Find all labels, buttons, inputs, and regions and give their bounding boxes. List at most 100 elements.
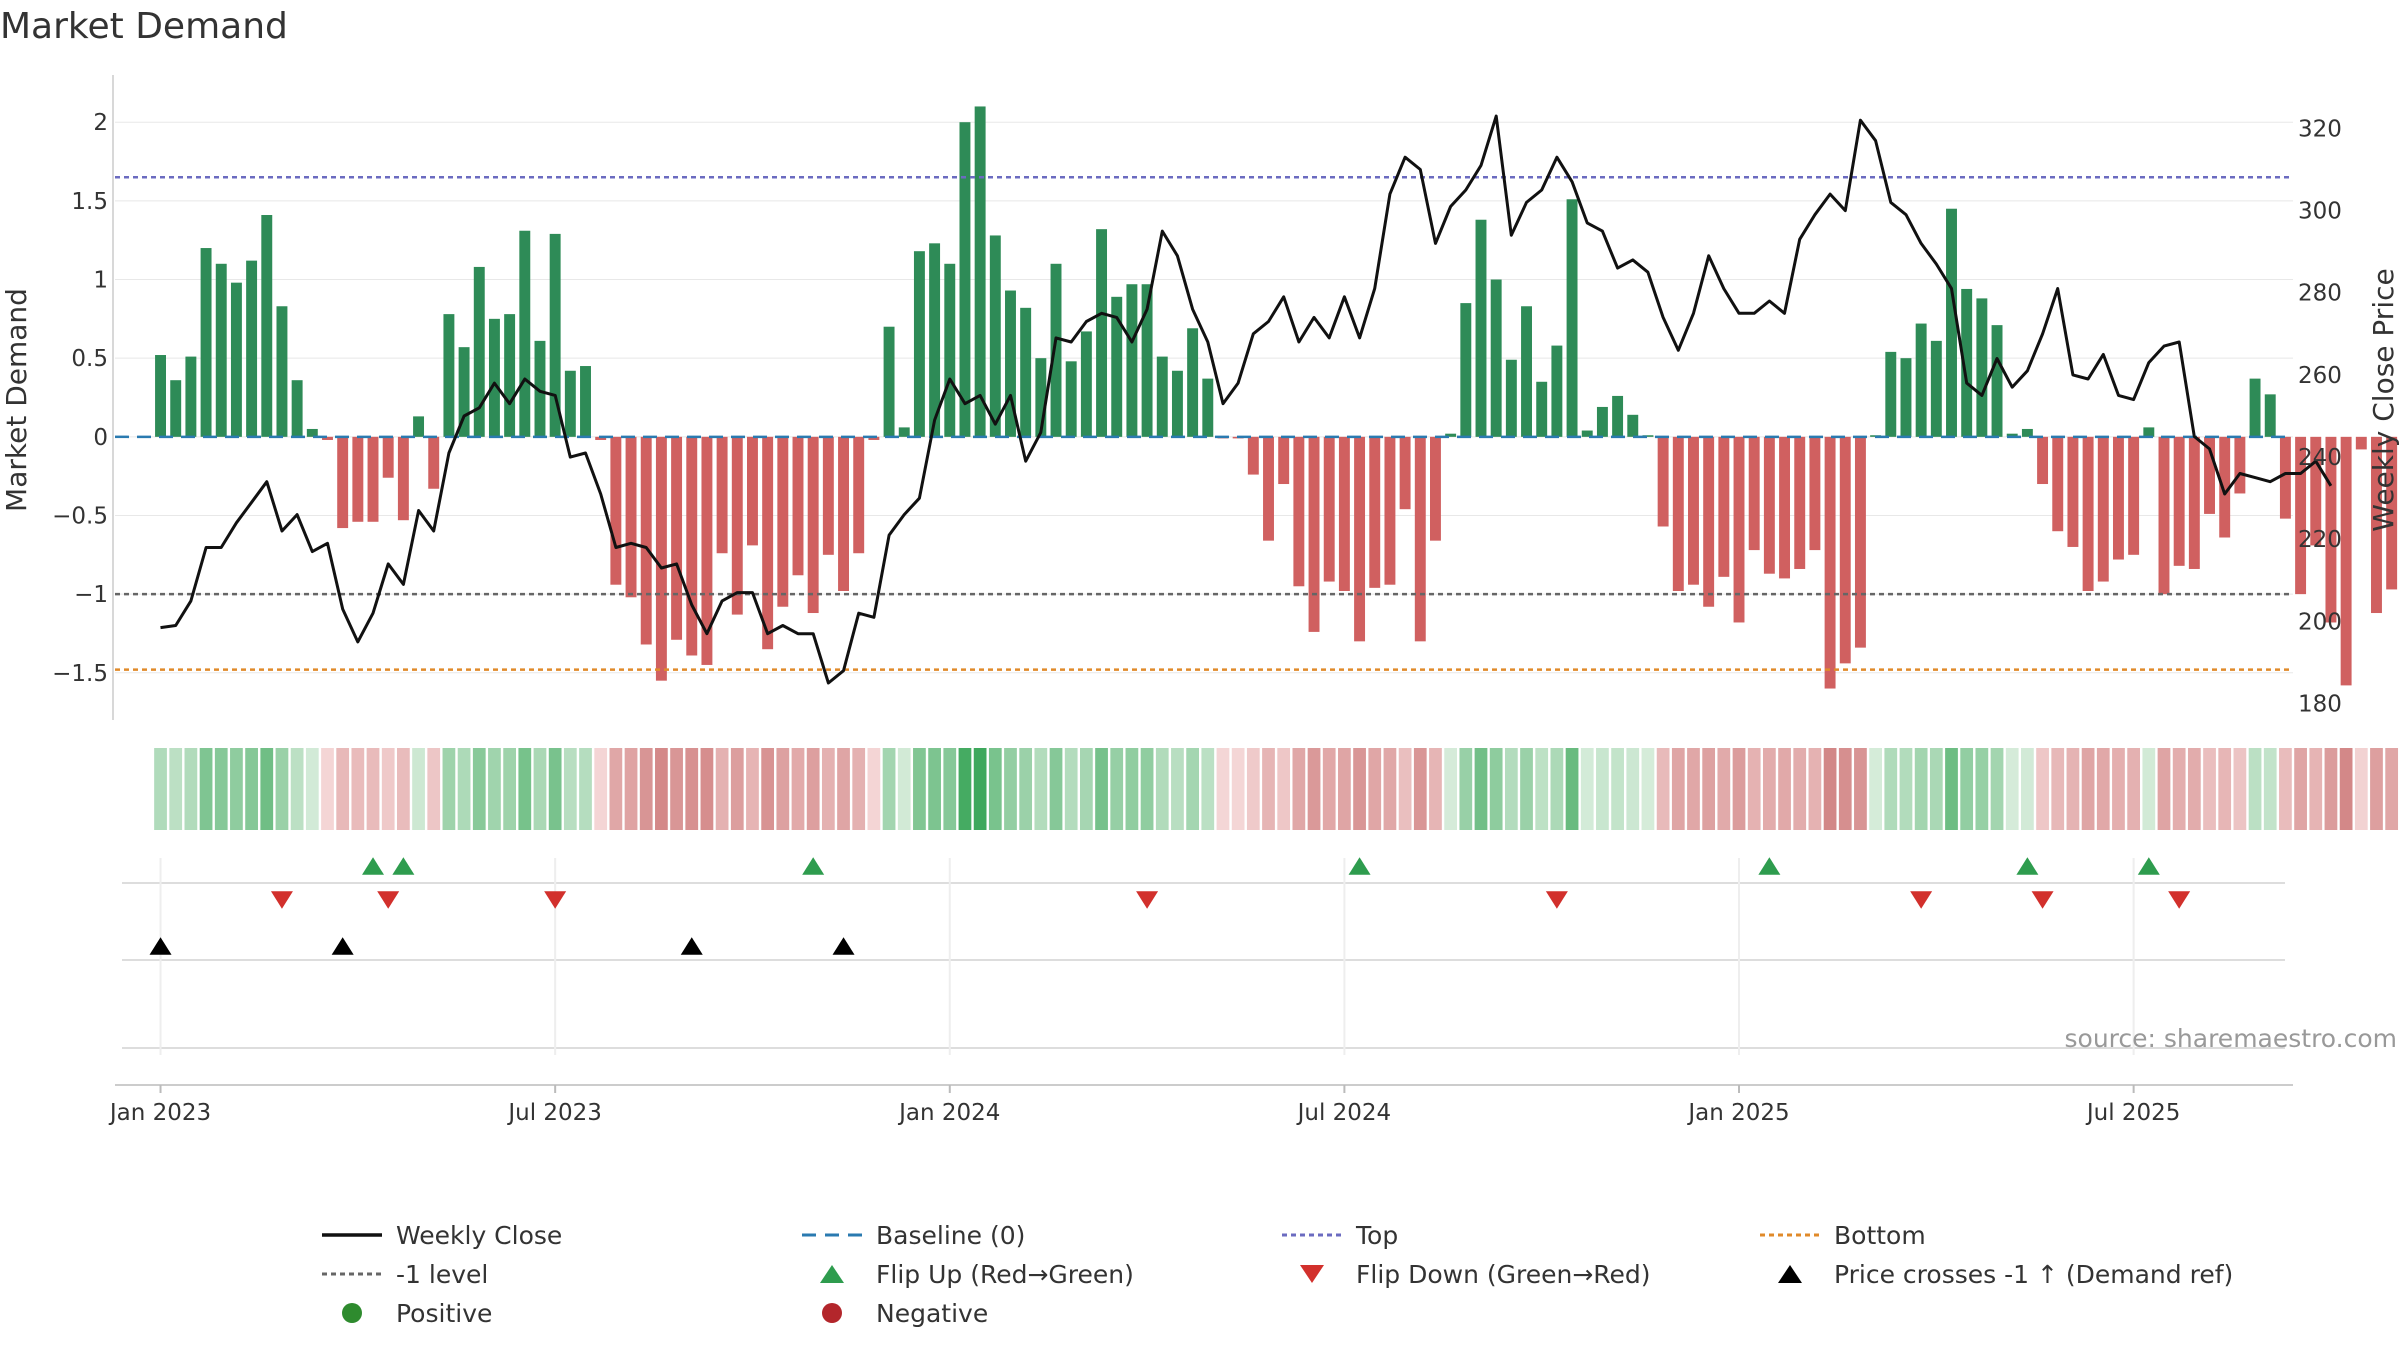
demand-bar bbox=[2021, 428, 2033, 437]
legend-label: Weekly Close bbox=[396, 1221, 562, 1250]
heatstrip-cell bbox=[2127, 748, 2141, 830]
flip-up-marker bbox=[2137, 857, 2160, 875]
demand-bar bbox=[2355, 436, 2367, 450]
heatstrip-cell bbox=[1459, 748, 1473, 830]
heatstrip-cell bbox=[1019, 748, 1033, 830]
demand-bar bbox=[504, 314, 516, 437]
demand-bar bbox=[1612, 395, 1624, 437]
demand-bar bbox=[853, 436, 865, 554]
demand-bar bbox=[610, 436, 622, 585]
demand-bar bbox=[2006, 433, 2018, 437]
legend-label: Price crosses -1 ↑ (Demand ref) bbox=[1834, 1260, 2233, 1289]
heatstrip-cell bbox=[214, 748, 228, 830]
demand-bar bbox=[1187, 328, 1199, 437]
demand-bar bbox=[716, 436, 728, 554]
demand-bar bbox=[1202, 378, 1214, 437]
demand-bar bbox=[1581, 430, 1593, 437]
heatstrip-cell bbox=[1110, 748, 1124, 830]
flip-down-marker bbox=[270, 891, 293, 909]
demand-bar bbox=[428, 436, 440, 489]
flip-down-marker bbox=[2168, 891, 2191, 909]
demand-bar bbox=[2067, 436, 2079, 547]
heatstrip-cell bbox=[533, 748, 547, 830]
heatstrip-cell bbox=[1778, 748, 1791, 830]
flip-up-marker bbox=[1348, 857, 1371, 875]
heatstrip-cell bbox=[1504, 748, 1518, 830]
heatstrip-cell bbox=[1869, 748, 1882, 830]
x-tick-label: Jan 2025 bbox=[1686, 1100, 1789, 1126]
y2-tick-label: 320 bbox=[2298, 116, 2342, 142]
heatstrip-cell bbox=[1641, 748, 1655, 830]
flip-down-marker bbox=[1136, 891, 1159, 909]
legend-label: Baseline (0) bbox=[876, 1221, 1025, 1250]
heatstrip-cell bbox=[169, 748, 183, 830]
legend-label: Positive bbox=[396, 1299, 492, 1328]
legend-label: Flip Up (Red→Green) bbox=[876, 1260, 1134, 1289]
heatstrip-cell bbox=[2021, 748, 2034, 830]
heatstrip-cell bbox=[1489, 748, 1503, 830]
demand-bar bbox=[2128, 436, 2140, 555]
demand-bar bbox=[1551, 345, 1563, 437]
y2-tick-label: 240 bbox=[2298, 445, 2342, 471]
demand-bar bbox=[261, 215, 273, 437]
heatstrip-cell bbox=[579, 748, 592, 830]
heatstrip-cell bbox=[594, 748, 608, 830]
demand-bar bbox=[701, 436, 713, 665]
heatstrip-cell bbox=[1292, 748, 1306, 830]
heatstrip-cell bbox=[1611, 748, 1624, 830]
heatstrip-cell bbox=[1307, 748, 1321, 830]
heatstrip-cell bbox=[2005, 748, 2019, 830]
demand-bar bbox=[322, 436, 333, 440]
demand-bar bbox=[1475, 219, 1487, 437]
demand-bars bbox=[155, 106, 2398, 689]
demand-bar bbox=[1627, 414, 1639, 437]
chart-title: Market Demand bbox=[0, 6, 288, 47]
x-tick-label: Jan 2023 bbox=[108, 1100, 211, 1126]
heatstrip-cell bbox=[1262, 748, 1275, 830]
legend-label: Top bbox=[1355, 1221, 1398, 1250]
demand-bar bbox=[1854, 436, 1866, 648]
demand-bar bbox=[822, 436, 834, 555]
demand-bar bbox=[246, 260, 258, 437]
demand-bar bbox=[1763, 436, 1775, 574]
heatstrip-cell bbox=[1216, 748, 1230, 830]
heatstrip-cell bbox=[1429, 748, 1442, 830]
heatstrip-cell bbox=[1732, 748, 1746, 830]
demand-bar bbox=[1718, 436, 1730, 577]
heatstrip-cell bbox=[776, 748, 790, 830]
heatstrip-cell bbox=[154, 748, 167, 830]
weekly-close-line bbox=[160, 114, 2333, 685]
heatstrip-cell bbox=[1049, 748, 1063, 830]
demand-bar bbox=[2340, 436, 2352, 686]
heatstrip-cell bbox=[1762, 748, 1776, 830]
heatstrip-cell bbox=[457, 748, 471, 830]
heatstrip-cell bbox=[2218, 748, 2232, 830]
demand-bar bbox=[2279, 436, 2291, 519]
heatstrip-cell bbox=[1398, 748, 1412, 830]
demand-bar bbox=[1323, 436, 1335, 582]
flip-down-marker bbox=[377, 891, 400, 909]
demand-bar bbox=[1961, 288, 1973, 437]
heatstrip-cell bbox=[442, 748, 456, 830]
heatstrip-cell bbox=[1960, 748, 1974, 830]
heatstrip-cell bbox=[624, 748, 638, 830]
source-label: source: sharemaestro.com bbox=[2065, 1024, 2398, 1053]
demand-bar bbox=[686, 436, 698, 656]
heatstrip-cell bbox=[897, 748, 911, 830]
legend-label: -1 level bbox=[396, 1260, 488, 1289]
demand-bar bbox=[2234, 436, 2246, 494]
reference-lines bbox=[115, 176, 2293, 671]
heatstrip-cell bbox=[290, 748, 304, 830]
demand-bar bbox=[1111, 296, 1123, 437]
demand-bar bbox=[1976, 298, 1988, 437]
heatstrip-cell bbox=[761, 748, 775, 830]
demand-bar bbox=[1521, 306, 1532, 437]
demand-bar bbox=[640, 436, 652, 645]
heatstrip-cell bbox=[1155, 748, 1169, 830]
demand-bar bbox=[2310, 436, 2322, 546]
price-cross-marker bbox=[331, 937, 354, 955]
demand-bar bbox=[1642, 435, 1654, 437]
demand-bar bbox=[2173, 436, 2185, 566]
heatstrip-cell bbox=[2233, 748, 2247, 830]
